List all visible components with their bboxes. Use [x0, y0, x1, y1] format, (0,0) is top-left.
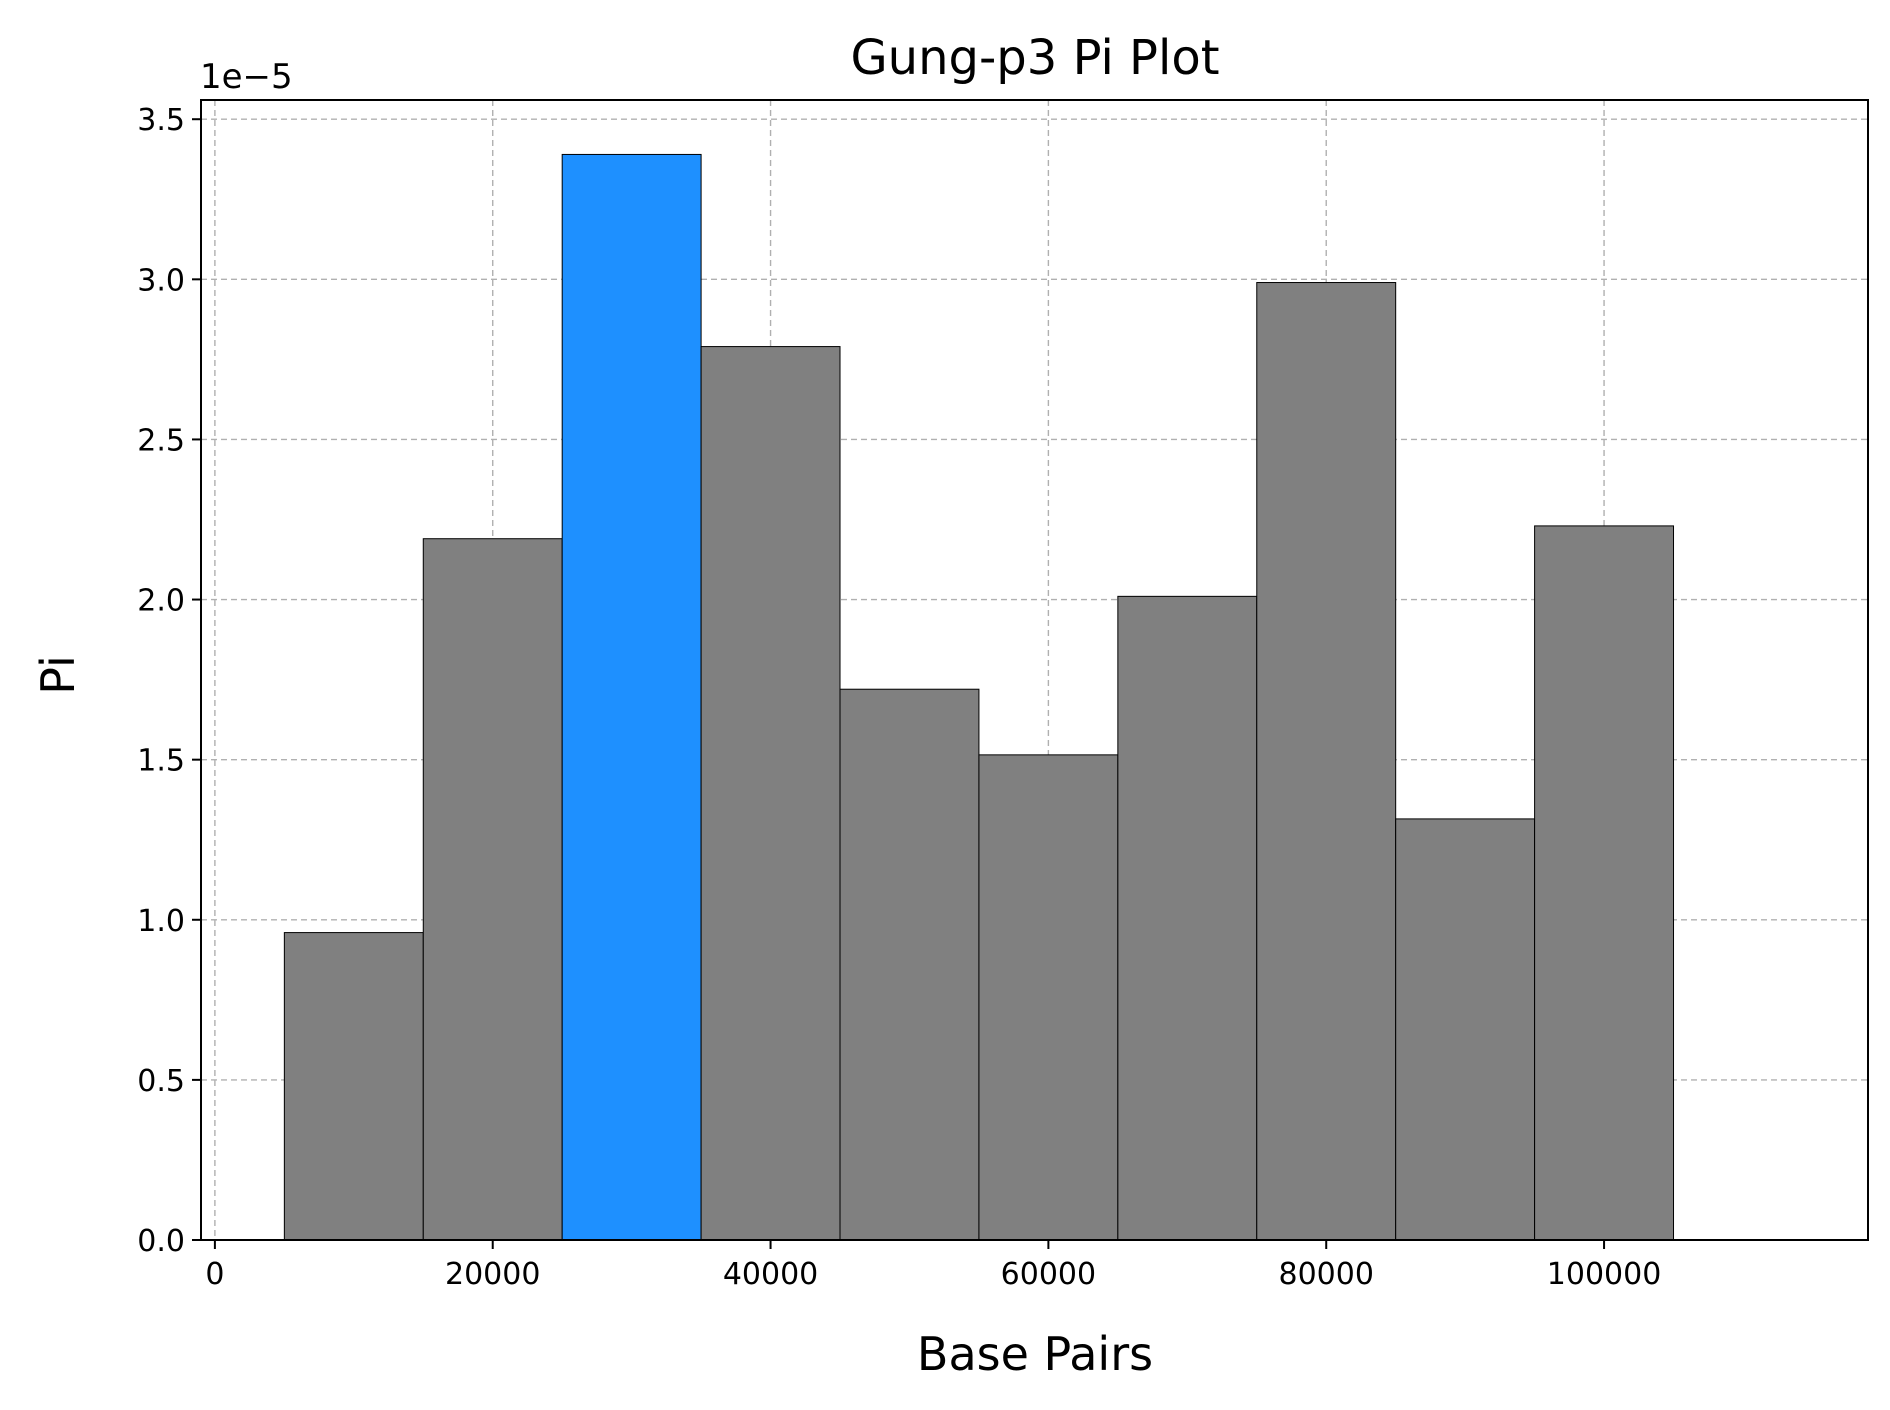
plot-frame: [200, 99, 1869, 1241]
bar: [700, 346, 841, 1241]
bar: [978, 754, 1119, 1241]
chart-title: Gung-p3 Pi Plot: [850, 30, 1219, 86]
bar-highlighted: [561, 153, 702, 1241]
y-tick-label: 0.0: [137, 1224, 185, 1259]
y-tick-label: 2.5: [137, 423, 185, 458]
y-tick-label: 3.5: [137, 103, 185, 138]
x-axis-label: Base Pairs: [917, 1327, 1153, 1381]
y-tick-label: 1.5: [137, 744, 185, 779]
y-tick-label: 2.0: [137, 584, 185, 619]
x-tick-label: 80000: [1279, 1257, 1374, 1292]
x-tick-label: 0: [205, 1257, 224, 1292]
bar: [283, 932, 424, 1241]
y-offset-label: 1e−5: [200, 57, 293, 97]
x-tick-label: 40000: [723, 1257, 818, 1292]
x-tick-label: 100000: [1547, 1257, 1662, 1292]
x-axis-ticks: 0 20000 40000 60000 80000 100000: [205, 1240, 1661, 1292]
bars: [283, 153, 1675, 1241]
y-axis-ticks: 0.0 0.5 1.0 1.5 2.0 2.5 3.0 3.5: [137, 103, 201, 1259]
y-tick-label: 3.0: [137, 263, 185, 298]
x-tick-label: 60000: [1001, 1257, 1096, 1292]
bar: [1256, 282, 1397, 1241]
bar: [1534, 525, 1675, 1241]
bar: [839, 688, 980, 1241]
bar: [1117, 595, 1258, 1241]
y-tick-label: 0.5: [137, 1064, 185, 1099]
x-tick-label: 20000: [445, 1257, 540, 1292]
y-axis-label: Pi: [31, 655, 85, 695]
bar: [1395, 818, 1536, 1241]
bar: [422, 538, 563, 1241]
y-tick-label: 1.0: [137, 904, 185, 939]
